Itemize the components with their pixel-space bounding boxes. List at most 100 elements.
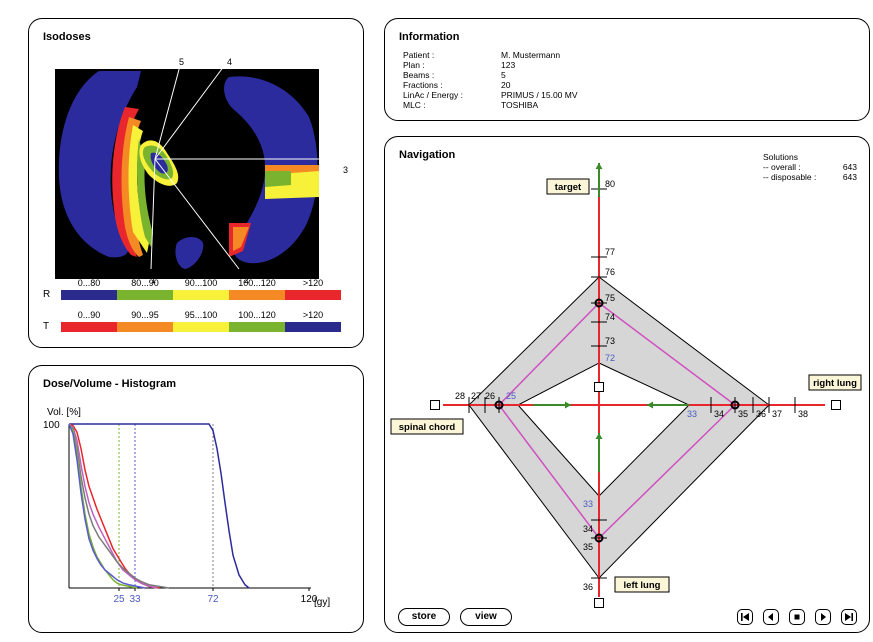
target-label: target: [555, 182, 582, 193]
dvh-series-line: [68, 423, 158, 589]
info-row: LinAc / Energy : PRIMUS / 15.00 MV: [403, 90, 578, 100]
dvh-xlabel: [gy]: [314, 597, 330, 608]
solutions-overall-label: -- overall :: [763, 162, 801, 172]
beam-label-3: 3: [343, 165, 348, 175]
axis-slider-handle[interactable]: [594, 533, 604, 543]
legend-cell-swatch: [61, 290, 117, 300]
legend-cell-label: 100...120: [238, 310, 276, 320]
stop-button[interactable]: [789, 609, 805, 625]
right-lung-tick-label: 36: [756, 409, 766, 419]
info-key: MLC :: [403, 100, 426, 110]
target-tick-label: 76: [605, 267, 615, 277]
dvh-x-tick-label: 33: [129, 594, 141, 605]
beam-label-5: 5: [179, 57, 184, 67]
legend-cell-label: 0...80: [77, 278, 101, 288]
legend-r-letter: R: [43, 289, 51, 300]
info-key: Fractions :: [403, 80, 443, 90]
axis-end-handle[interactable]: [831, 400, 841, 410]
spinal-chord-tick-label: 28: [455, 391, 465, 401]
target-label-box[interactable]: [546, 178, 590, 195]
axis-slider-handle[interactable]: [494, 400, 504, 410]
solutions-overall-value: 643: [842, 162, 857, 172]
dvh-series-line: [69, 423, 250, 589]
legend-t-letter: T: [43, 321, 50, 332]
play-back-icon: [768, 613, 773, 621]
store-button[interactable]: store: [398, 608, 450, 626]
skip-first-icon: [741, 613, 749, 621]
left-lung-label-box[interactable]: [614, 576, 670, 593]
info-key: Patient :: [403, 50, 435, 60]
left-lung-lower-label: 33: [583, 499, 593, 509]
info-key: LinAc / Energy :: [403, 90, 464, 100]
dvh-title: Dose/Volume - Histogram: [43, 378, 177, 390]
legend-cell-label: 80...90: [131, 278, 159, 288]
navigation-title: Navigation: [399, 149, 456, 161]
legend-cell-swatch: [173, 322, 229, 332]
info-row: Plan : 123: [403, 60, 578, 70]
next-button[interactable]: [815, 609, 831, 625]
info-row: Patient : M. Mustermann: [403, 50, 578, 60]
navigation-panel: Navigation Solutions -- overall : 643 --…: [384, 136, 870, 633]
right-lung-tick-label: 38: [798, 409, 808, 419]
first-button[interactable]: [737, 609, 753, 625]
beam-label-4: 4: [227, 57, 232, 67]
legend-cell: 90...95: [117, 309, 173, 335]
information-title: Information: [399, 31, 460, 43]
target-tick-label: 73: [605, 336, 615, 346]
right-lung-tick-label: 35: [738, 409, 748, 419]
legend-cell-swatch: [229, 290, 285, 300]
view-button[interactable]: view: [460, 608, 512, 626]
axis-slider-handle[interactable]: [594, 298, 604, 308]
legend-cell-swatch: [285, 290, 341, 300]
info-row: Beams : 5: [403, 70, 578, 80]
target-tick-label: 77: [605, 247, 615, 257]
dvh-series-line: [68, 423, 138, 589]
axis-end-handle[interactable]: [594, 382, 604, 392]
solutions-info: Solutions -- overall : 643 -- disposable…: [763, 152, 857, 182]
legend-cell: >120: [285, 309, 341, 335]
legend-cell: 100...120: [229, 277, 285, 303]
axis-end-handle[interactable]: [594, 598, 604, 608]
stop-icon: [794, 614, 800, 620]
info-key: Plan :: [403, 60, 425, 70]
target-tick-label: 75: [605, 293, 615, 303]
right-lung-label-box[interactable]: [808, 374, 862, 391]
info-value: 123: [501, 60, 516, 70]
dvh-series-line: [68, 423, 146, 589]
target-tick-label: 80: [605, 179, 615, 189]
isodoses-panel: Isodoses 1 2 3 4: [28, 18, 364, 348]
legend-cell: >120: [285, 277, 341, 303]
axis-slider-handle[interactable]: [730, 400, 740, 410]
solutions-title: Solutions: [763, 152, 798, 162]
left-lung-arrow-head: [595, 433, 603, 439]
info-row: MLC : TOSHIBA: [403, 100, 578, 110]
spinal-chord-tick-label: 26: [485, 391, 495, 401]
legend-cell-label: 100...120: [238, 278, 276, 288]
axis-end-handle[interactable]: [430, 400, 440, 410]
solutions-disposable-value: 643: [842, 172, 857, 182]
spinal-chord-label-box[interactable]: [390, 418, 464, 435]
left-lung-tick-label: 36: [583, 582, 593, 592]
beam-label-1: 1: [151, 275, 156, 285]
right-lung-label: right lung: [813, 378, 857, 389]
left-lung-label: left lung: [624, 580, 661, 591]
dvh-panel: Dose/Volume - Histogram Vol. [%] 100 [gy…: [28, 365, 364, 633]
legend-cell-label: 90...95: [131, 310, 159, 320]
navigation-radar: 80 77 76 75 74 73 72 38 37 36 35 34 33 36 35 34 33 28 27 26…: [390, 163, 862, 608]
skip-last-icon: [845, 613, 853, 621]
right-lung-lower-label: 33: [687, 409, 697, 419]
legend-cell-label: 0...90: [77, 310, 101, 320]
solutions-disposable-label: -- disposable :: [763, 172, 817, 182]
legend-cell-swatch: [173, 290, 229, 300]
legend-cell-swatch: [117, 322, 173, 332]
spinal-chord-label: spinal chord: [399, 422, 456, 433]
last-button[interactable]: [841, 609, 857, 625]
left-lung-region: [58, 71, 141, 258]
prev-button[interactable]: [763, 609, 779, 625]
spinal-chord-lower-label: 25: [506, 391, 516, 401]
target-lower-label: 72: [605, 353, 615, 363]
target-tick-label: 74: [605, 312, 615, 322]
info-value: PRIMUS / 15.00 MV: [501, 90, 578, 100]
right-lung-tick-label: 34: [714, 409, 724, 419]
